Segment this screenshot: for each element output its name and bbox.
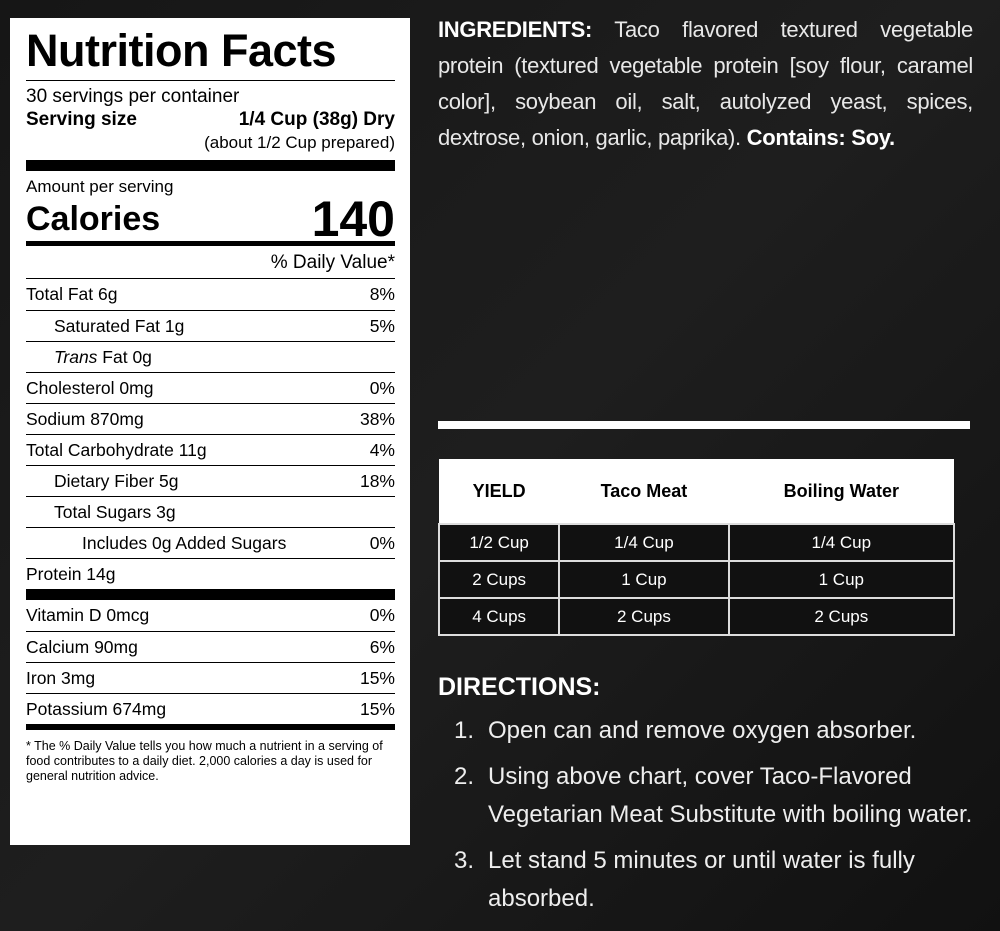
nutrient-name: Iron 3mg	[26, 668, 96, 688]
calories-row: Calories 140	[26, 191, 395, 247]
table-row: 1/2 Cup 1/4 Cup 1/4 Cup	[437, 523, 956, 562]
nutrient-row: Total Fat 6g 8%	[26, 279, 395, 310]
calories-value: 140	[311, 191, 395, 247]
nutrient-daily-value: 15%	[359, 668, 395, 688]
nutrient-name: Trans Fat 0g	[54, 347, 152, 367]
nutrient-row: Vitamin D 0mcg 0%	[26, 600, 395, 631]
step-number: 3.	[453, 847, 474, 874]
table-cell: 1/4 Cup	[558, 523, 730, 562]
table-cell: 4 Cups	[437, 597, 561, 636]
divider	[438, 421, 970, 429]
daily-value-header: % Daily Value*	[26, 246, 395, 279]
serving-size: Serving size 1/4 Cup (38g) Dry	[26, 108, 395, 132]
nutrient-name: Vitamin D 0mcg	[26, 605, 150, 625]
nutrient-row: Potassium 674mg 15%	[26, 693, 395, 724]
nutrition-facts-label: Nutrition Facts 30 servings per containe…	[10, 18, 410, 845]
table-cell: 1/2 Cup	[437, 523, 561, 562]
nutrient-daily-value: 5%	[369, 316, 395, 336]
nutrient-row: Cholesterol 0mg 0%	[26, 372, 395, 403]
nutrient-list: Total Fat 6g 8% Saturated Fat 1g 5% Trans Fa…	[26, 279, 395, 589]
nutrient-name: Saturated Fat 1g	[54, 316, 185, 336]
nutrient-row: Dietary Fiber 5g 18%	[26, 465, 395, 496]
footnote: * The % Daily Value tells you how much a…	[26, 739, 383, 783]
divider	[26, 160, 395, 171]
prepared-note: (about 1/2 Cup prepared)	[204, 133, 395, 152]
table-cell: 2 Cups	[558, 597, 730, 636]
nutrient-name: Sodium 870mg	[26, 409, 144, 429]
ingredients: INGREDIENTS: Taco flavored textured vege…	[438, 12, 973, 156]
direction-step: 1. Open can and remove oxygen absorber.	[438, 712, 988, 750]
nutrient-daily-value: 6%	[369, 637, 395, 657]
calories-label: Calories	[26, 200, 161, 238]
nutrient-name: Total Carbohydrate 11g	[26, 440, 207, 460]
step-text: Open can and remove oxygen absorber.	[488, 717, 917, 744]
divider	[26, 724, 395, 730]
nutrient-daily-value: 0%	[369, 533, 395, 553]
nutrient-row: Protein 14g	[26, 558, 395, 589]
nutrient-row: Total Carbohydrate 11g 4%	[26, 434, 395, 465]
divider	[26, 241, 395, 246]
nutrient-row: Sodium 870mg 38%	[26, 403, 395, 434]
table-cell: 1 Cup	[558, 560, 730, 599]
serving-size-value: 1/4 Cup (38g) Dry	[238, 109, 395, 130]
divider	[26, 589, 395, 600]
nutrient-row: Total Sugars 3g	[26, 496, 395, 527]
nutrient-name: Protein 14g	[26, 564, 116, 584]
ingredients-label: INGREDIENTS:	[438, 17, 593, 42]
step-text: Using above chart, cover Taco-Flavored V…	[488, 763, 973, 828]
nutrient-daily-value: 0%	[369, 378, 395, 398]
table-cell: 2 Cups	[727, 597, 956, 636]
nutrient-name: Total Sugars 3g	[54, 502, 176, 522]
nutrient-daily-value: 4%	[369, 440, 395, 460]
direction-step: 2. Using above chart, cover Taco-Flavored…	[438, 758, 988, 834]
serving-size-label: Serving size	[26, 109, 137, 130]
servings-per-container: 30 servings per container	[26, 86, 240, 107]
vitamin-list: Vitamin D 0mcg 0% Calcium 90mg 6% Iron 3mg 15…	[26, 600, 395, 724]
nutrient-name: Potassium 674mg	[26, 699, 167, 719]
nutrient-daily-value: 0%	[369, 605, 395, 625]
nutrient-row: Trans Fat 0g	[26, 341, 395, 372]
step-number: 2.	[453, 763, 474, 790]
nutrient-name: Includes 0g Added Sugars	[82, 533, 287, 553]
table-row: 2 Cups 1 Cup 1 Cup	[437, 560, 956, 599]
nutrient-row: Iron 3mg 15%	[26, 662, 395, 693]
nutrient-name: Dietary Fiber 5g	[54, 471, 179, 491]
nutrient-name: Total Fat 6g	[26, 284, 118, 304]
table-cell: 1/4 Cup	[727, 523, 956, 562]
nutrient-row: Calcium 90mg 6%	[26, 631, 395, 662]
directions: DIRECTIONS: 1. Open can and remove oxygen…	[438, 670, 988, 918]
step-number: 1.	[453, 717, 474, 744]
nutrient-daily-value: 18%	[359, 471, 395, 491]
nutrient-name: Calcium 90mg	[26, 637, 138, 657]
header-boiling-water: Boiling Water	[728, 459, 954, 524]
yield-table: YIELD Taco Meat Boiling Water 1/2 Cup 1/4…	[437, 459, 956, 636]
header-yield: YIELD	[439, 459, 560, 524]
label-title: Nutrition Facts	[26, 24, 395, 81]
ingredients-text: Taco flavored textured vegetable protein…	[438, 17, 973, 150]
nutrient-daily-value: 15%	[359, 699, 395, 719]
nutrient-name: Cholesterol 0mg	[26, 378, 154, 398]
nutrient-row: Saturated Fat 1g 5%	[26, 310, 395, 341]
nutrient-daily-value: 38%	[359, 409, 395, 429]
contains-allergens: Contains: Soy.	[746, 125, 895, 150]
directions-title: DIRECTIONS:	[438, 673, 601, 701]
table-cell: 2 Cups	[437, 560, 561, 599]
direction-step: 3. Let stand 5 minutes or until water is …	[438, 842, 988, 918]
header-taco-meat: Taco Meat	[559, 459, 729, 524]
table-row: 4 Cups 2 Cups 2 Cups	[437, 597, 956, 636]
table-cell: 1 Cup	[727, 560, 956, 599]
step-text: Let stand 5 minutes or until water is fu…	[488, 847, 915, 912]
amount-per-serving: Amount per serving	[26, 177, 174, 196]
nutrient-row: Includes 0g Added Sugars 0%	[26, 527, 395, 558]
nutrient-daily-value: 8%	[369, 284, 395, 304]
